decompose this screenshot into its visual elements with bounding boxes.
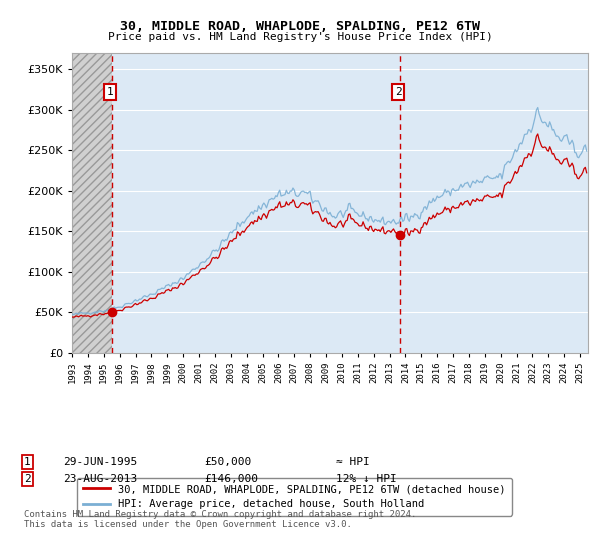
Text: ≈ HPI: ≈ HPI (336, 457, 370, 467)
Text: 29-JUN-1995: 29-JUN-1995 (63, 457, 137, 467)
Text: 30, MIDDLE ROAD, WHAPLODE, SPALDING, PE12 6TW: 30, MIDDLE ROAD, WHAPLODE, SPALDING, PE1… (120, 20, 480, 32)
Text: £146,000: £146,000 (204, 474, 258, 484)
Bar (72, 53, 112, 353)
Text: 23-AUG-2013: 23-AUG-2013 (63, 474, 137, 484)
Text: Price paid vs. HM Land Registry's House Price Index (HPI): Price paid vs. HM Land Registry's House … (107, 32, 493, 43)
Text: 2: 2 (24, 474, 31, 484)
Legend: 30, MIDDLE ROAD, WHAPLODE, SPALDING, PE12 6TW (detached house), HPI: Average pri: 30, MIDDLE ROAD, WHAPLODE, SPALDING, PE1… (77, 478, 512, 516)
Text: £50,000: £50,000 (204, 457, 251, 467)
Text: 1: 1 (107, 87, 113, 97)
Text: 12% ↓ HPI: 12% ↓ HPI (336, 474, 397, 484)
Text: 2: 2 (395, 87, 401, 97)
Text: Contains HM Land Registry data © Crown copyright and database right 2024.
This d: Contains HM Land Registry data © Crown c… (24, 510, 416, 529)
Text: 1: 1 (24, 457, 31, 467)
